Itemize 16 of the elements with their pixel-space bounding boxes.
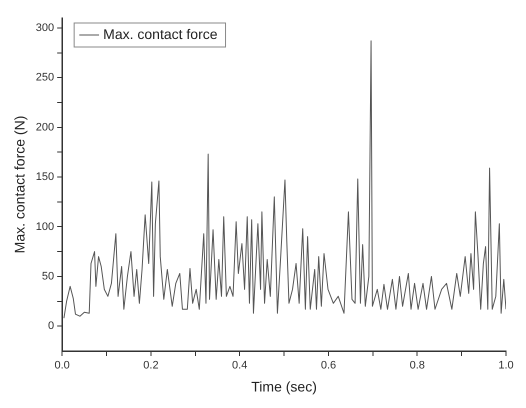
x-tick-label: 0.2 — [143, 360, 159, 372]
y-tick-label: 300 — [36, 22, 54, 34]
x-axis-title: Time (sec) — [251, 378, 317, 394]
y-tick-label: 250 — [36, 72, 54, 84]
x-tick-label: 0.8 — [410, 360, 425, 372]
legend-label: Max. contact force — [103, 26, 218, 42]
y-tick-label: 100 — [36, 220, 54, 233]
x-tick-label: 0.0 — [54, 360, 70, 372]
y-axis-title: Max. contact force (N) — [11, 116, 28, 254]
y-tick-label: 0 — [48, 320, 54, 332]
y-tick-label: 150 — [36, 171, 54, 184]
y-tick-label: 50 — [42, 270, 54, 282]
x-tick-label: 0.4 — [232, 360, 248, 372]
y-tick-label: 200 — [36, 121, 54, 134]
x-tick-label: 1.0 — [498, 360, 514, 372]
x-tick-label: 0.6 — [320, 360, 336, 372]
